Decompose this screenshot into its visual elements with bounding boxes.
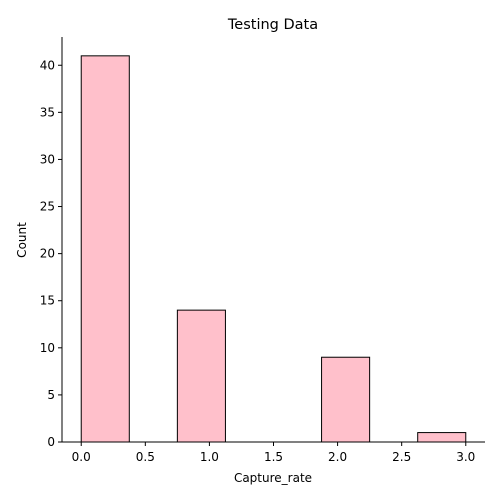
histogram-bar (321, 356, 371, 443)
y-tick-label: 20 (40, 247, 55, 261)
y-axis-label: Count (15, 222, 29, 258)
x-tick-label: 1.5 (264, 450, 283, 464)
bars-layer (80, 55, 467, 443)
y-tick-label: 25 (40, 200, 55, 214)
histogram-bar (80, 55, 130, 443)
x-tick-label: 2.0 (328, 450, 347, 464)
histogram-bar (176, 309, 226, 443)
x-axis-label: Capture_rate (234, 471, 312, 485)
x-tick-label: 1.0 (200, 450, 219, 464)
x-tick-label: 3.0 (456, 450, 475, 464)
x-tick-label: 0.5 (136, 450, 155, 464)
chart-title: Testing Data (227, 17, 318, 33)
y-tick-label: 40 (40, 58, 55, 72)
y-tick-label: 30 (40, 152, 55, 166)
histogram-bar (417, 432, 467, 443)
y-tick-label: 35 (40, 105, 55, 119)
y-tick-label: 5 (47, 388, 55, 402)
axes-layer: 0.0 0.5 1.0 1.5 2.0 2.5 3.0 0 5 10 15 20 25 30 35 40 (40, 37, 485, 464)
x-tick-label: 0.0 (72, 450, 91, 464)
y-tick-label: 15 (40, 294, 55, 308)
y-tick-label: 10 (40, 341, 55, 355)
x-tick-label: 2.5 (392, 450, 411, 464)
y-tick-label: 0 (47, 435, 55, 449)
